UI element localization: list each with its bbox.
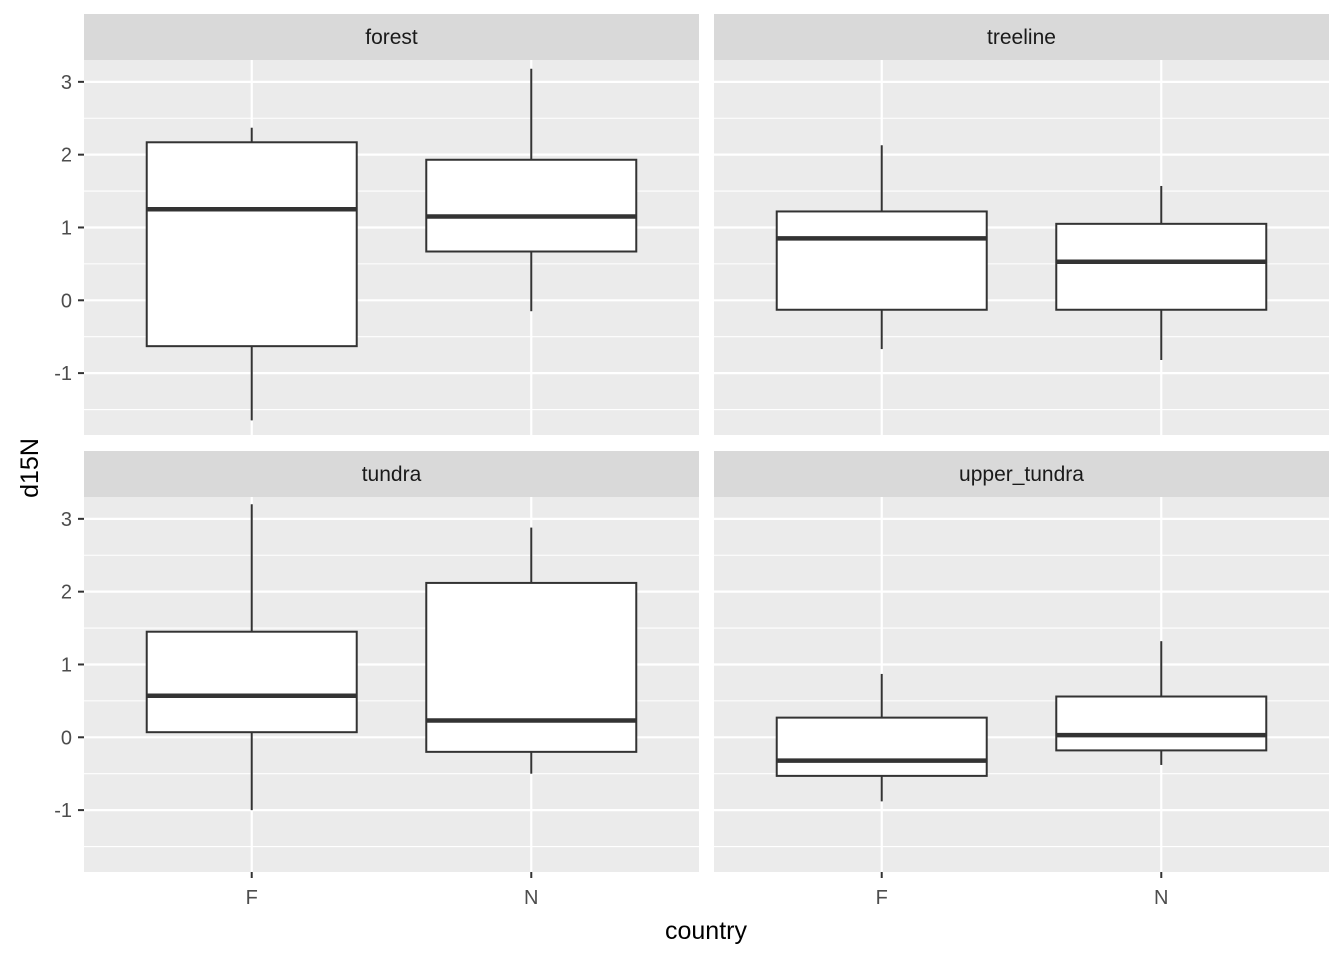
x-tick-label: F: [246, 887, 258, 909]
facet-panel-upper_tundra: upper_tundra: [714, 451, 1329, 872]
y-axis-title: d15N: [16, 438, 44, 498]
y-tick-label: 0: [61, 290, 72, 312]
box-forest-F: [145, 127, 358, 421]
panel-background: [714, 497, 1329, 872]
facet-panel-treeline: treeline: [714, 14, 1329, 435]
box-body: [775, 210, 988, 311]
y-tick-label: -1: [54, 800, 72, 822]
x-tick-label: F: [876, 887, 888, 909]
y-tick-label: -1: [54, 363, 72, 385]
y-tick-label: 3: [61, 509, 72, 531]
y-tick-label: 3: [61, 72, 72, 94]
facet-panel-forest: forest: [84, 14, 699, 435]
box-body: [145, 141, 358, 348]
facet-strip-label: upper_tundra: [959, 463, 1084, 486]
facet-strip-label: tundra: [362, 463, 422, 486]
y-tick-label: 1: [61, 654, 72, 676]
y-axis-ticks: -1 0 1 2 3 -1 0 1 2 3: [54, 72, 84, 822]
facet-strip: [714, 451, 1329, 497]
box-upper_tundra-N: [1055, 641, 1268, 765]
facet-strip: [84, 14, 699, 60]
box-body: [425, 158, 638, 253]
box-upper_tundra-F: [775, 673, 988, 802]
box-body: [425, 581, 638, 753]
box-body: [775, 716, 988, 777]
y-tick-label: 1: [61, 217, 72, 239]
box-body: [145, 630, 358, 734]
facet-strip: [714, 14, 1329, 60]
box-body: [1055, 222, 1268, 311]
x-axis-title: country: [665, 917, 747, 945]
facet-strip-label: forest: [365, 26, 418, 49]
y-tick-label: 2: [61, 582, 72, 604]
box-treeline-N: [1055, 185, 1268, 360]
y-tick-label: 0: [61, 727, 72, 749]
box-treeline-F: [775, 145, 988, 350]
box-tundra-F: [145, 504, 358, 811]
box-forest-N: [425, 68, 638, 312]
x-tick-label: N: [1154, 887, 1168, 909]
box-body: [1055, 695, 1268, 752]
box-tundra-N: [425, 527, 638, 774]
facet-panel-tundra: tundra: [84, 451, 699, 872]
y-tick-label: 2: [61, 145, 72, 167]
x-tick-label: N: [524, 887, 538, 909]
facet-strip: [84, 451, 699, 497]
facet-panels: forest treeline tundra upper_tundra: [84, 14, 1329, 872]
facet-strip-label: treeline: [987, 26, 1056, 49]
